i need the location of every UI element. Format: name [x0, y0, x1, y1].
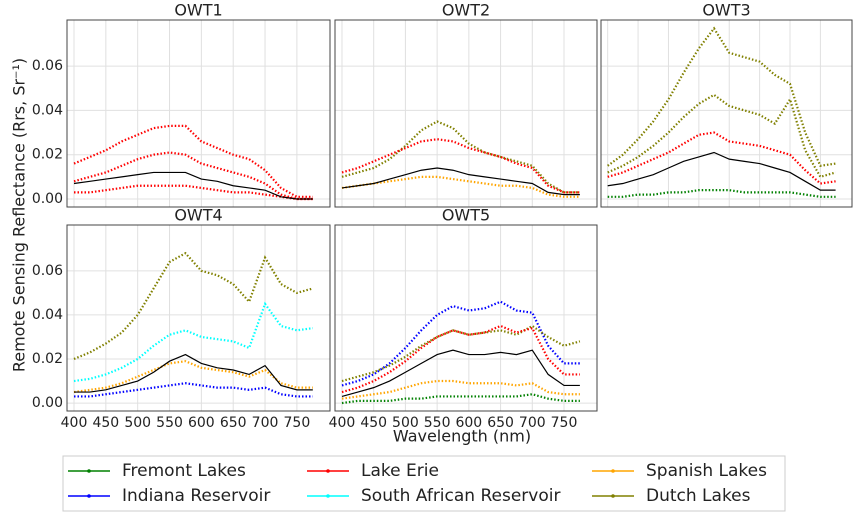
- legend-marker: [87, 494, 91, 498]
- x-tick-label: 500: [392, 415, 419, 431]
- x-tick-label: 550: [424, 415, 451, 431]
- panel-background: [67, 20, 330, 207]
- x-tick-label: 600: [188, 415, 215, 431]
- x-tick-label: 650: [220, 415, 247, 431]
- spectrum-line: [607, 131, 836, 185]
- y-tick-label: 0.02: [32, 351, 63, 367]
- legend-box: [62, 455, 786, 512]
- legend-marker: [326, 469, 330, 473]
- spectrum-line: [73, 124, 313, 198]
- legend-label: Indiana Reservoir: [122, 486, 270, 506]
- spectrum-line: [341, 120, 580, 194]
- spectrum-line: [607, 93, 836, 179]
- legend-marker: [87, 469, 91, 473]
- legend-label: South African Reservoir: [361, 486, 560, 506]
- panel-title: OWT5: [442, 206, 490, 225]
- legend-label: Spanish Lakes: [646, 461, 767, 481]
- panel-background: [335, 20, 597, 207]
- panel-frame: [66, 19, 331, 208]
- legend-label: Lake Erie: [361, 461, 439, 481]
- spectrum-line: [341, 300, 580, 387]
- x-axis-label: Wavelength (nm): [393, 427, 531, 446]
- mean-line: [74, 353, 313, 393]
- panel-frame: [66, 224, 331, 412]
- spectrum-line: [73, 151, 313, 201]
- spectrum-line: [73, 301, 313, 383]
- legend-marker: [326, 494, 330, 498]
- panel-frame: [334, 19, 598, 208]
- legend-label: Dutch Lakes: [646, 486, 751, 506]
- spectrum-line: [341, 324, 580, 394]
- panel-frame: [334, 224, 598, 412]
- x-tick-label: 450: [92, 415, 119, 431]
- legend-marker: [611, 494, 615, 498]
- x-tick-label: 550: [156, 415, 183, 431]
- panel-title: OWT4: [174, 206, 222, 225]
- x-tick-label: 400: [329, 415, 356, 431]
- y-tick-label: 0.04: [32, 307, 63, 323]
- x-tick-label: 700: [252, 415, 279, 431]
- spectrum-line: [607, 26, 836, 167]
- y-tick-label: 0.00: [32, 395, 63, 411]
- mean-line: [341, 349, 580, 398]
- spectrum-line: [74, 382, 313, 398]
- x-tick-label: 750: [551, 415, 578, 431]
- panel-frame: [600, 19, 853, 208]
- spectrum-line: [341, 175, 580, 198]
- x-tick-label: 450: [360, 415, 387, 431]
- panel-background: [335, 225, 597, 411]
- mean-line: [341, 167, 580, 196]
- x-tick-label: 500: [124, 415, 151, 431]
- spectrum-line: [341, 138, 580, 194]
- spectrum-line: [74, 184, 313, 201]
- y-tick-label: 0.02: [32, 147, 63, 163]
- mean-line: [607, 151, 836, 191]
- x-tick-label: 700: [519, 415, 546, 431]
- x-tick-label: 750: [284, 415, 311, 431]
- x-tick-label: 650: [487, 415, 514, 431]
- legend-marker: [611, 469, 615, 473]
- y-tick-label: 0.00: [32, 191, 63, 207]
- y-tick-label: 0.06: [32, 263, 63, 279]
- panel-title: OWT2: [442, 1, 490, 20]
- panel-background: [67, 225, 330, 411]
- x-tick-label: 600: [455, 415, 482, 431]
- legend-label: Fremont Lakes: [122, 461, 246, 481]
- y-tick-label: 0.04: [32, 102, 63, 118]
- y-axis-label: Remote Sensing Reflectance (Rrs, Sr⁻¹): [10, 58, 29, 372]
- panel-title: OWT1: [174, 1, 222, 20]
- panel-title: OWT3: [702, 1, 750, 20]
- spectrum-line: [341, 393, 580, 405]
- y-tick-label: 0.06: [32, 58, 63, 74]
- mean-line: [73, 171, 313, 200]
- x-tick-label: 400: [61, 415, 88, 431]
